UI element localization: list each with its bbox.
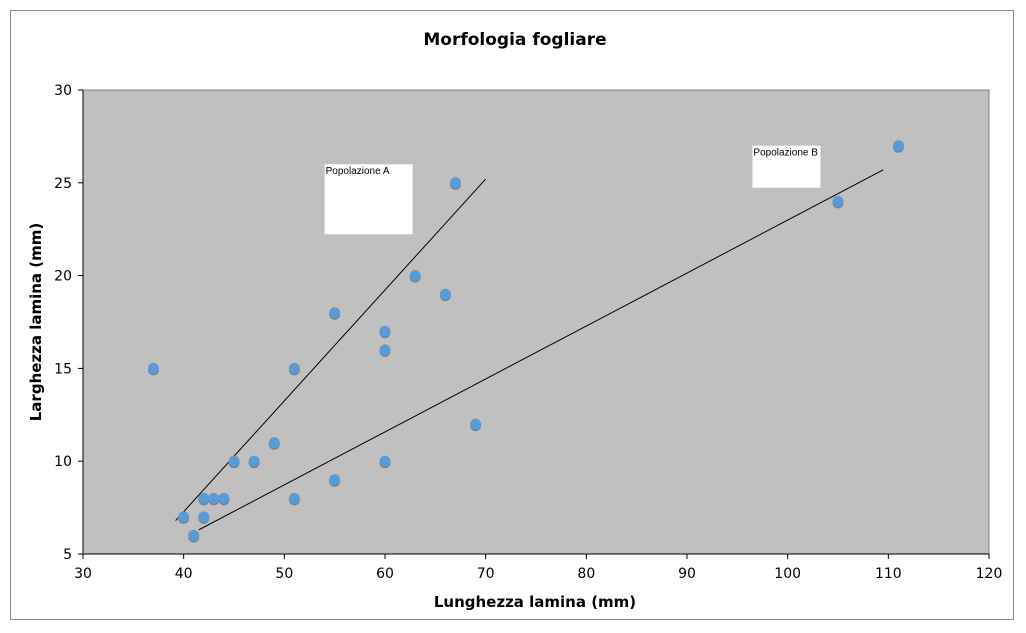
data-point <box>147 362 159 376</box>
y-tick-label: 30 <box>54 83 72 99</box>
data-point-marker <box>329 307 341 319</box>
data-point <box>439 288 451 302</box>
scatter-chart: Morfologia fogliare Popolazione APopolaz… <box>27 30 1002 611</box>
data-point-marker <box>268 437 280 449</box>
data-point <box>228 455 240 469</box>
data-point <box>208 492 220 506</box>
x-tick-label: 120 <box>976 566 1003 582</box>
data-point-marker <box>228 455 240 467</box>
annotation-box <box>752 145 821 188</box>
axes: 30 40 50 60 70 80 90 100 110 120 5 10 15 20 25 30 <box>54 83 1002 582</box>
data-point-marker <box>198 511 210 523</box>
x-tick-label: 110 <box>875 566 902 582</box>
data-point-marker <box>409 270 421 282</box>
data-point-marker <box>188 529 200 541</box>
x-tick-label: 80 <box>577 566 595 582</box>
data-point <box>288 492 300 506</box>
annotation-2: Popolazione B <box>752 145 821 188</box>
y-tick-label: 10 <box>54 454 72 470</box>
data-point-marker <box>379 455 391 467</box>
data-point <box>198 492 210 506</box>
x-axis-label: Lunghezza lamina (mm) <box>434 593 636 611</box>
x-tick-label: 90 <box>678 566 696 582</box>
annotation-label: Popolazione B <box>753 148 818 159</box>
data-point-marker <box>288 362 300 374</box>
data-point <box>268 437 280 450</box>
annotation-box <box>324 164 413 235</box>
data-point-marker <box>832 195 844 207</box>
data-point <box>379 344 391 357</box>
annotations: Popolazione A Popolazione B <box>324 145 821 235</box>
data-point <box>178 511 190 524</box>
data-point-marker <box>147 362 159 374</box>
annotation-label: Popolazione A <box>326 166 390 177</box>
data-point-marker <box>379 344 391 356</box>
data-point <box>329 307 341 320</box>
data-point-marker <box>288 492 300 504</box>
data-point <box>218 492 230 506</box>
data-point <box>288 362 300 376</box>
data-point-marker <box>248 455 260 467</box>
data-point-marker <box>449 177 461 189</box>
x-tick-label: 40 <box>175 566 193 582</box>
data-point <box>379 455 391 469</box>
data-point <box>248 455 260 469</box>
data-point <box>470 418 482 432</box>
x-tick-label: 30 <box>74 566 92 582</box>
data-point-marker <box>439 288 451 300</box>
data-point <box>329 474 341 487</box>
data-point-marker <box>218 492 230 504</box>
data-point-marker <box>470 418 482 430</box>
data-point <box>198 511 210 524</box>
x-tick-label: 50 <box>275 566 293 582</box>
data-points <box>147 140 904 543</box>
x-tick-label: 100 <box>774 566 801 582</box>
plot-area <box>82 89 990 555</box>
x-tick-label: 60 <box>376 566 394 582</box>
data-point <box>379 325 391 339</box>
trendlines <box>175 169 884 531</box>
data-point <box>892 140 904 153</box>
chart-title: Morfologia fogliare <box>423 30 606 50</box>
data-point <box>832 195 844 209</box>
data-point <box>188 529 200 543</box>
data-point-marker <box>208 492 220 504</box>
trendline-1 <box>175 178 487 521</box>
data-point-marker <box>379 325 391 337</box>
data-point-marker <box>178 511 190 523</box>
trendline-2 <box>198 169 884 531</box>
chart-frame: Morfologia fogliare Popolazione A Popolaz… <box>10 10 1014 620</box>
y-axis-label: Larghezza lamina (mm) <box>27 223 45 422</box>
data-point-marker <box>329 474 341 486</box>
y-tick-label: 25 <box>54 176 72 192</box>
y-tick-label: 5 <box>63 547 72 563</box>
data-point-marker <box>892 140 904 152</box>
data-point <box>449 177 461 190</box>
annotation-1: Popolazione A <box>324 164 413 235</box>
x-tick-label: 70 <box>477 566 495 582</box>
data-point <box>409 270 421 283</box>
data-point-marker <box>198 492 210 504</box>
y-tick-label: 20 <box>54 269 72 285</box>
y-tick-label: 15 <box>54 361 72 377</box>
